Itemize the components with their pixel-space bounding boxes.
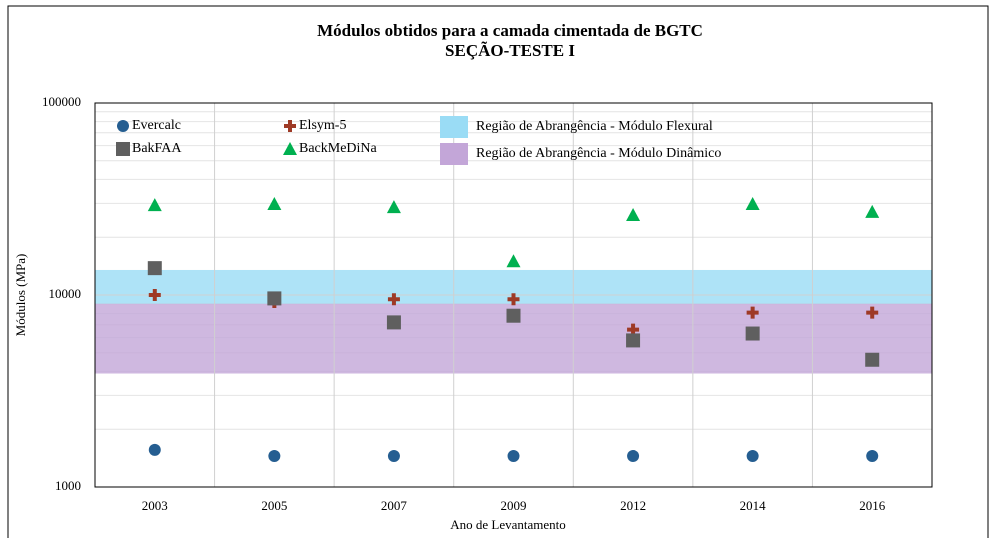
x-axis-label: Ano de Levantamento xyxy=(450,517,566,532)
marker-circle xyxy=(507,450,520,463)
marker-circle xyxy=(746,450,759,463)
marker-triangle xyxy=(745,196,760,210)
legend-swatch xyxy=(440,116,468,138)
marker-circle xyxy=(627,450,640,463)
marker-triangle xyxy=(267,196,282,210)
legend-label: BakFAA xyxy=(132,141,182,156)
marker-square xyxy=(267,291,282,306)
legend-marker xyxy=(284,120,296,132)
marker-triangle xyxy=(386,200,401,214)
marker-circle xyxy=(387,450,400,463)
marker-square xyxy=(386,315,401,330)
x-tick-label: 2003 xyxy=(142,498,168,513)
marker-plus xyxy=(746,306,759,319)
marker-plus xyxy=(148,289,161,301)
legend-label: BackMeDiNa xyxy=(299,141,378,156)
chart-subtitle: SEÇÃO-TESTE I xyxy=(445,41,575,60)
marker-square xyxy=(745,326,760,341)
marker-plus xyxy=(866,306,879,319)
x-tick-label: 2012 xyxy=(620,498,646,513)
marker-square xyxy=(506,308,521,323)
legend-marker xyxy=(283,142,297,155)
marker-plus xyxy=(387,293,400,306)
plot-frame xyxy=(94,102,933,488)
x-tick-label: 2009 xyxy=(501,498,527,513)
legend-marker xyxy=(117,120,129,132)
x-tick-label: 2014 xyxy=(740,498,767,513)
legend-label: Região de Abrangência - Módulo Dinâmico xyxy=(476,146,721,161)
marker-triangle xyxy=(506,254,521,268)
marker-plus xyxy=(627,323,640,336)
y-tick-label: 10000 xyxy=(49,286,82,301)
marker-circle xyxy=(268,450,281,463)
legend-swatch xyxy=(440,143,468,165)
y-tick-label: 100000 xyxy=(42,94,81,109)
x-tick-label: 2005 xyxy=(261,498,287,513)
legend-label: Evercalc xyxy=(132,118,181,133)
x-tick-label: 2007 xyxy=(381,498,408,513)
legend-label: Elsym-5 xyxy=(299,118,346,133)
marker-triangle xyxy=(626,208,641,222)
marker-triangle xyxy=(147,198,162,212)
chart-title: Módulos obtidos para a camada cimentada … xyxy=(317,21,703,40)
legend-label: Região de Abrangência - Módulo Flexural xyxy=(476,119,713,134)
marker-square xyxy=(865,352,880,367)
y-axis-label: Módulos (MPa) xyxy=(13,254,28,337)
marker-circle xyxy=(148,443,161,456)
chart-frame xyxy=(7,5,989,538)
marker-circle xyxy=(866,450,879,463)
legend-marker xyxy=(116,142,130,156)
y-tick-label: 1000 xyxy=(55,478,81,493)
marker-square xyxy=(147,261,162,276)
marker-square xyxy=(626,333,641,348)
x-tick-label: 2016 xyxy=(859,498,886,513)
marker-triangle xyxy=(865,204,880,218)
marker-plus xyxy=(507,293,520,306)
